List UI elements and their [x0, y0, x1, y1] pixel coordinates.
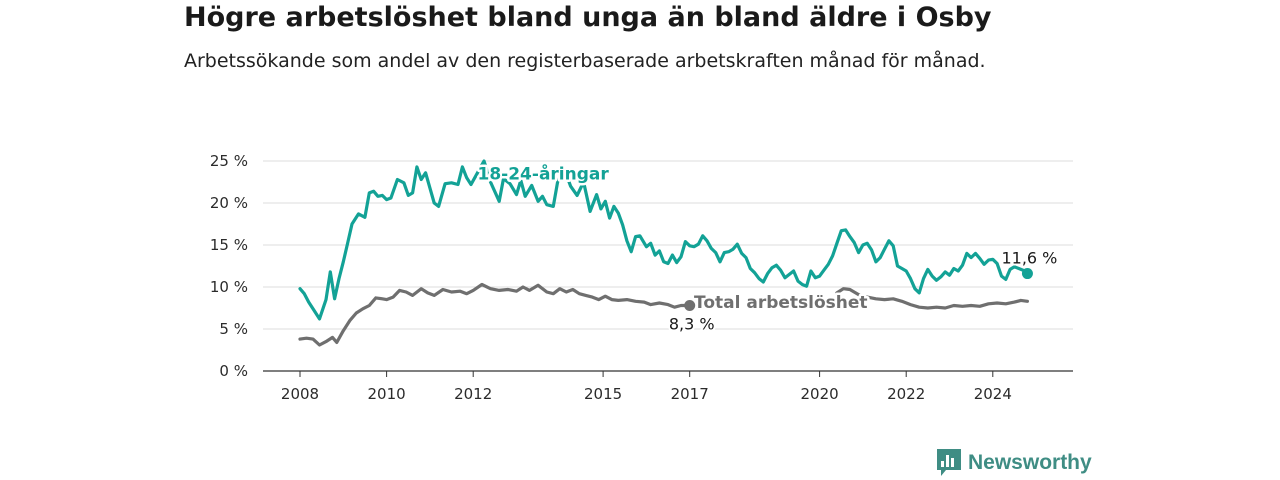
series-end-label: 8,3 % [669, 314, 715, 333]
series-labels: 18-24-åringar Total arbetslöshet 11,6 % 8,3… [475, 160, 1059, 336]
series-name-label: 18-24-åringar [478, 162, 610, 184]
series-line [298, 282, 692, 347]
y-tick-label: 0 % [219, 362, 248, 380]
series-name-label: Total arbetslöshet [694, 293, 868, 313]
grid-lines [263, 160, 1073, 372]
series-end-dot [1021, 268, 1033, 280]
y-tick-label: 15 % [210, 236, 248, 254]
newsworthy-logo: Newsworthy [937, 449, 1092, 476]
x-tick-label: 2010 [368, 385, 406, 403]
x-tick-label: 2012 [454, 385, 492, 403]
series-end-dot [684, 299, 696, 311]
x-tick-label: 2024 [974, 385, 1012, 403]
chart-subtitle: Arbetssökande som andel av den registerb… [184, 50, 986, 72]
y-tick-label: 5 % [219, 320, 248, 338]
bar-chart-bubble-icon [937, 449, 961, 476]
x-tick-label: 2015 [584, 385, 622, 403]
brand-name: Newsworthy [968, 450, 1092, 474]
x-tick-label: 2017 [671, 385, 709, 403]
chart-title: Högre arbetslöshet bland unga än bland ä… [184, 2, 992, 33]
y-tick-label: 25 % [210, 152, 248, 170]
y-tick-label: 20 % [210, 194, 248, 212]
y-tick-label: 10 % [210, 278, 248, 296]
series-line [835, 287, 1029, 310]
x-tick-label: 2020 [801, 385, 839, 403]
series-end-label: 11,6 % [1001, 249, 1057, 268]
series-line [298, 159, 1029, 321]
x-tick-label: 2008 [281, 385, 319, 403]
x-axis: 2008 2010 2012 2015 2017 2020 2022 2024 [281, 371, 1012, 403]
x-tick-label: 2022 [887, 385, 925, 403]
y-axis-labels: 0 % 5 % 10 % 15 % 20 % 25 % [210, 152, 248, 380]
series-lines [298, 159, 1029, 347]
